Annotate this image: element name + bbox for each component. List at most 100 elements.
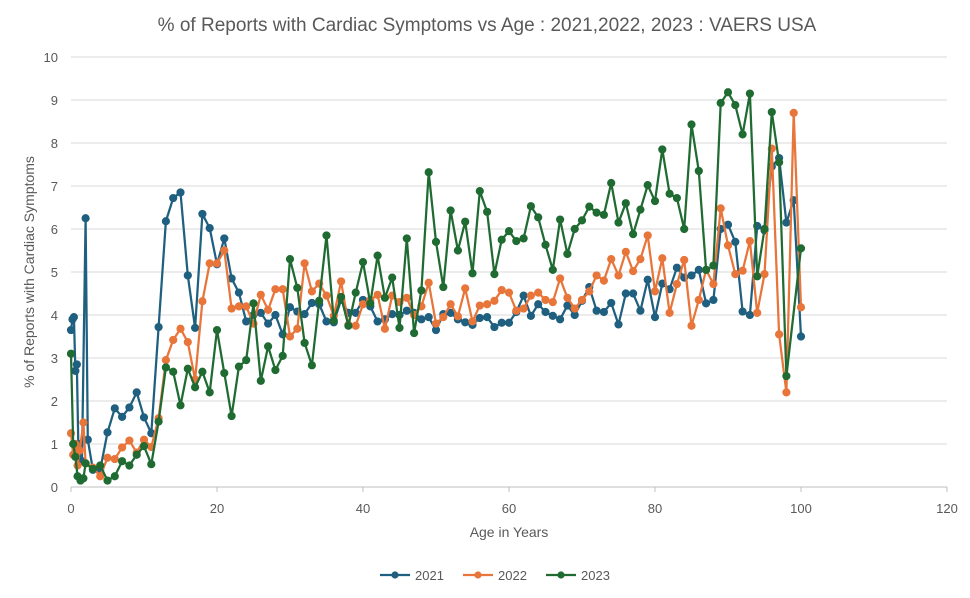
data-point [431,319,441,328]
y-tick-label: 7 [51,179,58,194]
data-point [789,108,798,118]
data-point [264,342,273,351]
data-point [475,313,484,323]
data-point [205,259,214,268]
data-point [278,351,287,360]
data-point [577,216,587,225]
data-point [66,325,76,335]
data-point [110,472,119,481]
data-point [753,272,762,281]
data-point [322,231,331,240]
data-point [534,300,543,309]
data-point [643,181,652,190]
data-point [234,302,243,311]
data-point [198,209,207,219]
data-point [585,202,594,211]
data-point [643,275,652,284]
data-point [300,338,309,348]
data-point [665,308,674,317]
data-point [176,188,185,197]
data-point [702,299,711,308]
data-point [468,317,477,326]
data-point [629,230,638,239]
data-point [526,311,536,320]
data-point [607,178,616,188]
data-point [256,290,265,299]
data-point [607,298,616,308]
data-point [198,367,207,376]
data-point [490,296,499,305]
data-point [658,254,667,263]
data-point [66,349,76,358]
data-point [242,356,251,365]
data-point [205,224,214,233]
data-point [402,306,411,315]
data-point [731,237,740,246]
data-point [775,158,784,167]
y-tick-label: 4 [51,308,58,323]
data-point [490,322,499,332]
data-point [431,237,441,246]
data-point [373,317,382,326]
x-tick-label: 40 [356,501,370,516]
x-tick-label: 60 [502,501,516,516]
data-point [307,361,316,370]
data-point [621,199,630,208]
data-point [96,472,105,481]
x-tick-label: 0 [67,501,74,516]
series-line-2023 [69,91,803,482]
data-point [139,413,149,422]
data-point [497,235,506,244]
data-point [212,259,222,268]
data-point [607,255,616,264]
data-point [380,324,389,333]
data-point [103,476,112,485]
series-layer [66,88,806,485]
data-point [504,288,514,297]
data-point [672,263,682,272]
data-point [380,293,389,302]
y-tick-label: 10 [44,50,58,65]
data-point [169,193,178,203]
data-point [796,332,806,341]
series-line-2022 [69,111,803,478]
data-point [103,428,112,437]
data-point [497,285,506,295]
data-point [716,204,725,213]
data-point [636,255,645,264]
data-point [461,284,470,293]
data-point [643,231,652,240]
legend-label: 2021 [415,568,444,583]
data-point [256,376,265,385]
data-point [344,321,353,330]
data-point [71,452,80,461]
data-point [541,307,550,317]
data-point [672,193,682,203]
data-point [497,318,506,327]
data-point [358,300,368,309]
data-point [716,98,725,108]
data-point [650,313,660,322]
data-point [278,285,287,294]
data-point [183,364,192,373]
data-point [592,208,601,217]
data-point [453,312,462,321]
legend-swatch-marker [391,571,399,579]
data-point [402,293,411,302]
data-point [373,251,382,260]
data-point [745,310,755,320]
data-point [234,362,243,371]
data-point [220,246,229,255]
data-point [504,318,514,327]
data-point [198,297,207,306]
data-point [293,283,302,293]
x-tick-label: 120 [936,501,958,516]
data-point [614,271,623,280]
data-point [731,101,740,110]
data-point [285,255,295,264]
data-point [69,313,79,322]
data-point [176,324,185,333]
data-point [169,367,178,376]
